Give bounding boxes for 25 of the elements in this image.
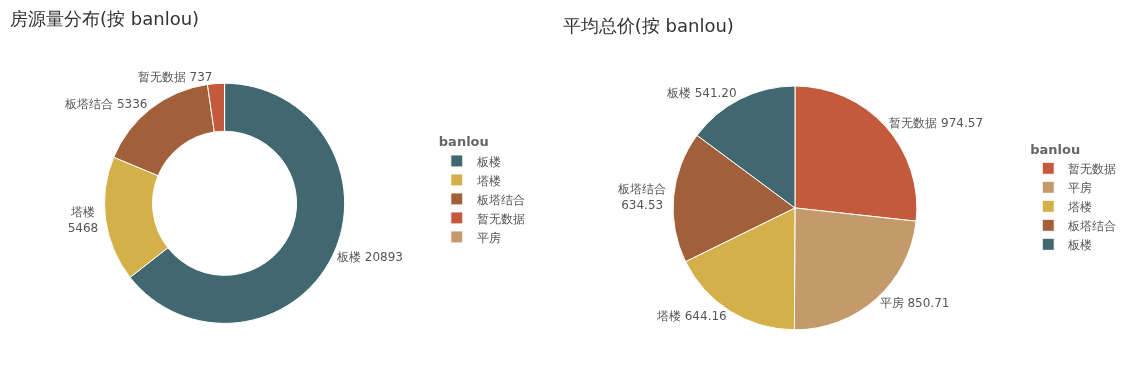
data-label: 5468 [67,220,99,235]
category-label: 板楼 541.20 [666,86,737,101]
category-label: 暂无数据 974.57 [889,116,984,131]
legend-label: 平房 [476,230,501,245]
legend-label: 暂无数据 [1068,161,1117,176]
category-label: 暂无数据 737 [137,69,213,84]
data-label: 634.53 [621,197,664,212]
slice-label: 塔楼 [69,204,95,219]
legend-title: banlou [438,134,489,150]
legend-label: 暂无数据 [476,211,525,226]
legend-title: banlou [1030,141,1081,157]
chart-title: 房源量分布(按 banlou) [10,7,200,29]
category-label: 平房 850.71 [879,295,950,310]
slice-label: 板塔结合 [617,181,667,196]
legend-label: 塔楼 [1067,199,1093,214]
category-label: 板楼 20893 [337,250,404,265]
chart-title: 平均总价(按 banlou) [562,15,734,37]
legend-label: 塔楼 [475,173,501,188]
category-label: 板塔结合 5336 [65,97,148,112]
legend-label: 板塔结合 [1067,218,1117,233]
category-label: 塔楼 644.16 [656,309,727,324]
legend-label: 平房 [1068,180,1093,195]
legend-label: 板楼 [475,154,501,169]
legend-label: 板塔结合 [475,192,525,207]
legend-label: 板楼 [1067,237,1093,252]
